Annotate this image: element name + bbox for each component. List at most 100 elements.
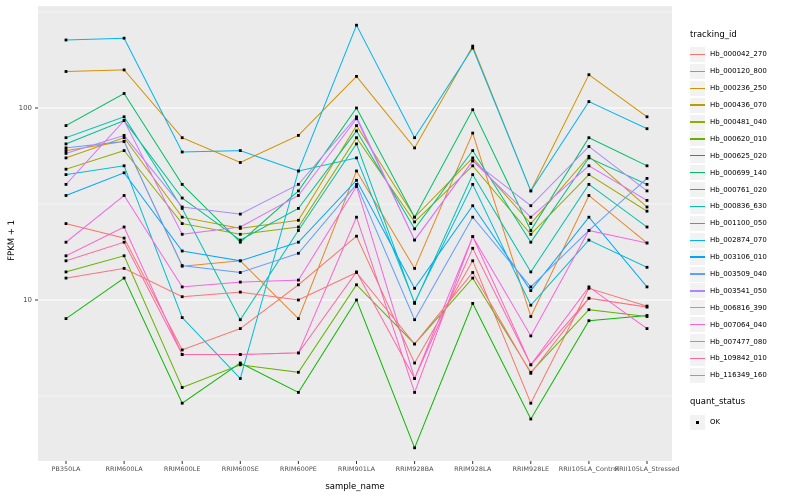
- data-point: [355, 169, 358, 173]
- data-point: [180, 196, 184, 200]
- data-point: [413, 136, 416, 140]
- data-point: [122, 164, 126, 168]
- data-point: [529, 232, 533, 236]
- legend-key: [690, 300, 705, 316]
- legend-item-quant-ok: OK: [690, 414, 720, 431]
- data-point: [297, 391, 300, 394]
- legend-line-swatch: [690, 87, 705, 89]
- data-point: [297, 278, 300, 282]
- x-tick-label: PB350LA: [51, 465, 81, 473]
- data-point: [180, 232, 184, 236]
- legend-key: [690, 350, 705, 366]
- legend-key: [690, 249, 705, 265]
- data-point: [587, 319, 591, 323]
- data-point: [180, 401, 184, 405]
- legend-key: [690, 283, 705, 299]
- legend-item: Hb_000620_010: [690, 130, 767, 147]
- data-point: [180, 222, 184, 225]
- x-axis-title: sample_name: [325, 482, 385, 492]
- data-point: [122, 194, 126, 197]
- data-point: [122, 267, 126, 270]
- data-point: [645, 115, 649, 119]
- data-point: [355, 75, 358, 78]
- data-point: [238, 259, 242, 263]
- legend-key: [690, 367, 705, 383]
- data-point: [297, 317, 300, 320]
- data-point: [64, 38, 68, 42]
- data-point: [64, 146, 68, 150]
- data-point: [529, 229, 533, 232]
- data-point: [587, 308, 591, 312]
- data-point: [64, 254, 68, 258]
- data-point: [238, 361, 242, 365]
- data-point: [122, 134, 126, 137]
- legend-key: [690, 198, 705, 214]
- data-point: [297, 189, 300, 193]
- data-point: [587, 194, 591, 197]
- data-point: [180, 348, 184, 352]
- legend-label: Hb_116349_160: [710, 371, 767, 380]
- legend-key: [690, 148, 705, 164]
- data-point: [297, 183, 300, 186]
- legend-key: [690, 63, 705, 79]
- data-point: [471, 276, 475, 280]
- data-point: [471, 131, 475, 135]
- data-point: [180, 215, 184, 219]
- legend-item: Hb_000836_630: [690, 198, 767, 215]
- data-point: [122, 136, 126, 140]
- data-point: [122, 254, 126, 258]
- data-point: [471, 204, 475, 208]
- x-tick-label: RRIM600PE: [279, 465, 317, 473]
- data-point: [645, 241, 649, 245]
- data-point: [413, 377, 416, 380]
- data-point: [471, 44, 475, 48]
- data-point: [355, 178, 358, 182]
- legend-title-quant-status: quant_status: [690, 397, 746, 407]
- data-point: [529, 401, 533, 405]
- data-point: [180, 295, 184, 299]
- data-point: [180, 285, 184, 289]
- legend-key: [690, 266, 705, 282]
- data-point: [587, 215, 591, 219]
- data-point: [297, 225, 300, 229]
- x-tick-label: RRIM600LA: [105, 465, 143, 473]
- data-point: [64, 317, 68, 320]
- legend-label: Hb_000120_800: [710, 67, 767, 76]
- data-point: [471, 164, 475, 168]
- legend-title-tracking-id: tracking_id: [690, 30, 737, 40]
- data-point: [645, 183, 649, 186]
- data-point: [238, 377, 242, 380]
- legend-key: [690, 215, 705, 231]
- data-point: [587, 229, 591, 232]
- legend-label: Hb_000620_010: [710, 134, 767, 143]
- legend-label: Hb_109842_010: [710, 354, 767, 363]
- data-point: [297, 370, 300, 374]
- legend-line-swatch: [690, 256, 705, 258]
- legend-key: [690, 46, 705, 62]
- data-point: [529, 215, 533, 219]
- data-point: [413, 146, 416, 150]
- data-point: [122, 68, 126, 72]
- data-point: [645, 209, 649, 213]
- data-point: [471, 108, 475, 112]
- data-point: [471, 271, 475, 274]
- data-point: [529, 270, 533, 274]
- plot-panel: [38, 6, 672, 461]
- legend-item: Hb_001100_050: [690, 215, 767, 232]
- x-tick-label: RRIM600SE: [221, 465, 259, 473]
- data-point: [355, 129, 358, 133]
- data-point: [529, 334, 533, 338]
- data-point: [297, 283, 300, 287]
- legend-item: Hb_000625_020: [690, 147, 767, 164]
- data-point: [529, 417, 533, 421]
- legend-label: Hb_007477_080: [710, 337, 767, 346]
- data-point: [64, 259, 68, 263]
- data-point: [413, 267, 416, 270]
- data-point: [238, 232, 242, 236]
- data-point: [355, 136, 358, 140]
- data-point: [355, 117, 358, 121]
- data-point: [471, 183, 475, 186]
- legend-line-swatch: [690, 290, 705, 292]
- data-point: [122, 119, 126, 122]
- data-point: [64, 156, 68, 160]
